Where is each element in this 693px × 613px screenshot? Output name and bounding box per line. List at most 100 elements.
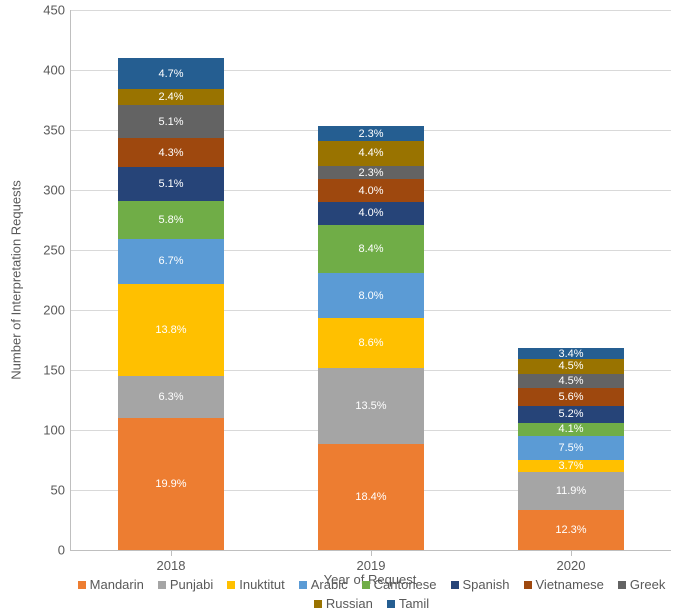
legend-swatch [524,581,532,589]
legend-label: Spanish [463,577,510,592]
segment-pct-label: 19.9% [155,478,186,490]
legend-item: Spanish [451,577,510,592]
bar-stack: 19.9% 6.3% 13.8% 6.7% 5.8% 5.1% 4.3% 5.1% 2.4% 4.… [118,58,224,550]
y-tick-label: 250 [43,243,71,258]
segment-pct-label: 13.5% [355,400,386,412]
legend-item: Arabic [299,577,348,592]
segment-pct-label: 4.0% [358,207,383,219]
y-tick-label: 450 [43,3,71,18]
segment-pct-label: 3.7% [558,460,583,472]
bar-segment: 6.3% [118,376,224,418]
bar-segment: 2.3% [318,166,424,179]
legend-item: Cantonese [362,577,437,592]
bar-segment: 5.1% [118,105,224,139]
bar-segment: 5.6% [518,388,624,406]
legend-swatch [618,581,626,589]
segment-pct-label: 5.1% [158,178,183,190]
legend-label: Russian [326,596,373,611]
segment-pct-label: 6.3% [158,391,183,403]
y-axis-title: Number of Interpretation Requests [9,180,24,379]
legend-item: Punjabi [158,577,213,592]
segment-pct-label: 6.7% [158,255,183,267]
bar-segment: 4.1% [518,423,624,436]
legend-item: Vietnamese [524,577,604,592]
legend: Mandarin Punjabi Inuktitut Arabic Cantonese S… [60,577,683,611]
segment-pct-label: 11.9% [556,485,586,497]
y-tick-label: 200 [43,303,71,318]
bar-segment: 4.0% [318,179,424,202]
segment-pct-label: 4.1% [558,423,583,435]
legend-swatch [158,581,166,589]
y-tick-label: 300 [43,183,71,198]
legend-swatch [387,600,395,608]
segment-pct-label: 3.4% [558,348,583,360]
legend-swatch [299,581,307,589]
y-tick-label: 50 [51,483,71,498]
segment-pct-label: 5.8% [158,214,183,226]
segment-pct-label: 7.5% [558,442,583,454]
bar-segment: 3.7% [518,460,624,472]
bar-segment: 4.4% [318,141,424,166]
segment-pct-label: 13.8% [155,324,186,336]
segment-pct-label: 18.4% [355,491,386,503]
x-tick-label: 2020 [557,550,586,573]
segment-pct-label: 2.3% [358,167,383,179]
segment-pct-label: 2.4% [158,91,183,103]
segment-pct-label: 4.4% [358,147,383,159]
plot-area: 19.9% 6.3% 13.8% 6.7% 5.8% 5.1% 4.3% 5.1% 2.4% 4.… [70,10,671,551]
segment-pct-label: 5.2% [558,408,583,420]
segment-pct-label: 4.5% [558,360,583,372]
bar-segment: 8.0% [318,273,424,319]
bar-group: 12.3%11.9%3.7%7.5%4.1%5.2%5.6%4.5%4.5%3.… [518,10,624,550]
legend-label: Tamil [399,596,429,611]
legend-label: Vietnamese [536,577,604,592]
interpretation-requests-chart: Number of Interpretation Requests 19.9% 6… [0,0,693,613]
bar-segment: 18.4% [318,444,424,550]
y-tick-label: 150 [43,363,71,378]
legend-item: Tamil [387,596,429,611]
bars-layer: 19.9% 6.3% 13.8% 6.7% 5.8% 5.1% 4.3% 5.1% 2.4% 4.… [71,10,671,550]
legend-label: Cantonese [374,577,437,592]
legend-swatch [451,581,459,589]
segment-pct-label: 8.6% [358,337,383,349]
x-tick-label: 2019 [357,550,386,573]
bar-segment: 4.5% [518,374,624,388]
y-tick-label: 350 [43,123,71,138]
bar-segment: 13.5% [318,368,424,445]
bar-group: 19.9% 6.3% 13.8% 6.7% 5.8% 5.1% 4.3% 5.1% 2.4% 4.… [118,10,224,550]
bar-segment: 19.9% [118,418,224,550]
bar-segment: 4.7% [118,58,224,89]
segment-pct-label: 4.3% [158,147,183,159]
legend-swatch [227,581,235,589]
legend-item: Inuktitut [227,577,285,592]
legend-swatch [314,600,322,608]
legend-label: Mandarin [90,577,144,592]
bar-segment: 8.4% [318,225,424,273]
bar-segment: 4.5% [518,359,624,373]
y-tick-label: 400 [43,63,71,78]
bar-segment: 5.2% [518,406,624,423]
bar-segment: 8.6% [318,318,424,367]
bar-segment: 7.5% [518,436,624,460]
bar-segment: 4.0% [318,202,424,225]
legend-swatch [78,581,86,589]
bar-segment: 4.3% [118,138,224,167]
segment-pct-label: 2.3% [358,128,383,140]
bar-segment: 2.4% [118,89,224,105]
bar-segment: 13.8% [118,284,224,376]
bar-segment: 12.3% [518,510,624,550]
legend-item: Russian [314,596,373,611]
bar-segment: 5.8% [118,201,224,239]
bar-segment: 6.7% [118,239,224,283]
bar-group: 18.4%13.5%8.6%8.0%8.4%4.0%4.0%2.3%4.4%2.… [318,10,424,550]
segment-pct-label: 8.4% [358,243,383,255]
segment-pct-label: 5.6% [558,391,583,403]
segment-pct-label: 5.1% [158,116,183,128]
segment-pct-label: 12.3% [555,524,586,536]
legend-label: Inuktitut [239,577,285,592]
legend-swatch [362,581,370,589]
bar-stack: 12.3%11.9%3.7%7.5%4.1%5.2%5.6%4.5%4.5%3.… [518,348,624,550]
bar-stack: 18.4%13.5%8.6%8.0%8.4%4.0%4.0%2.3%4.4%2.… [318,126,424,550]
segment-pct-label: 4.5% [558,375,583,387]
legend-item: Mandarin [78,577,144,592]
